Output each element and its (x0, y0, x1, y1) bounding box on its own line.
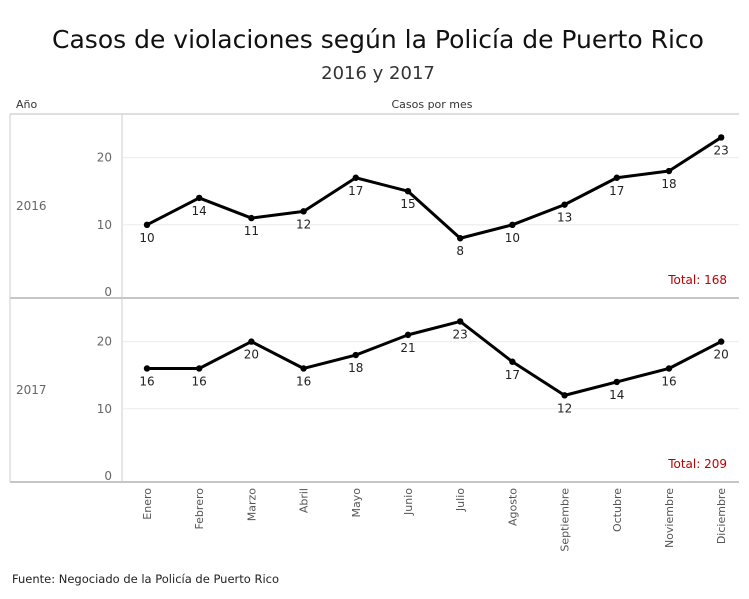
x-tick-label: Enero (141, 488, 154, 520)
data-label: 17 (348, 184, 363, 198)
data-label: 12 (296, 217, 311, 231)
data-point (718, 134, 725, 141)
total-label-2016: Total: 168 (667, 273, 727, 287)
series-line-2017 (147, 319, 722, 397)
x-tick-label: Julio (454, 488, 467, 512)
y-tick-label: 20 (97, 335, 112, 349)
data-point (352, 351, 359, 359)
y-tick-label: 0 (104, 285, 112, 299)
data-label: 16 (661, 374, 676, 388)
data-point (665, 365, 673, 372)
data-label: 13 (557, 211, 572, 225)
data-label: 14 (609, 388, 624, 402)
x-tick-label: Diciembre (715, 488, 728, 544)
data-label: 17 (505, 368, 520, 382)
data-label: 21 (400, 341, 415, 355)
panel-label-2016: 2016 (16, 199, 47, 213)
x-tick-label: Abril (298, 488, 311, 513)
source-note: Fuente: Negociado de la Policía de Puert… (12, 572, 279, 586)
x-tick-label: Septiembre (559, 488, 572, 552)
data-point (300, 365, 307, 372)
data-point (248, 338, 255, 345)
x-tick-label: Junio (402, 488, 415, 516)
y-tick-label: 20 (97, 151, 112, 165)
column-header-label: Casos por mes (391, 98, 472, 111)
data-point (196, 194, 203, 202)
data-label: 17 (609, 184, 624, 198)
data-point (561, 201, 568, 208)
data-point (143, 221, 151, 228)
row-header-label: Año (16, 98, 37, 111)
data-label: 14 (192, 204, 207, 218)
data-point (196, 365, 203, 372)
x-tick-label: Octubre (611, 488, 624, 532)
data-label: 16 (296, 374, 311, 388)
data-point (248, 214, 255, 222)
data-point (718, 338, 725, 345)
y-tick-label: 0 (104, 469, 112, 483)
data-label: 16 (192, 374, 207, 388)
chart-title: Casos de violaciones según la Policía de… (52, 25, 704, 54)
data-point (613, 378, 620, 386)
data-point (613, 174, 620, 181)
data-label: 23 (714, 143, 729, 157)
data-label: 11 (244, 224, 259, 238)
data-label: 10 (505, 231, 520, 245)
series-line-2016 (146, 136, 723, 240)
data-label: 8 (456, 244, 464, 258)
x-tick-label: Febrero (193, 488, 206, 530)
panel-label-2017: 2017 (16, 383, 47, 397)
y-tick-label: 10 (97, 402, 112, 416)
data-point (457, 318, 464, 325)
y-tick-label: 10 (97, 218, 112, 232)
data-label: 15 (400, 197, 415, 211)
data-point (404, 331, 412, 339)
x-tick-label: Agosto (506, 488, 519, 526)
data-point (300, 208, 307, 215)
x-tick-label: Noviembre (663, 488, 676, 548)
data-label: 12 (557, 401, 572, 415)
data-point (457, 235, 464, 242)
data-point (352, 174, 359, 181)
data-point (404, 188, 412, 195)
data-point (509, 221, 516, 228)
data-label: 16 (139, 374, 154, 388)
data-point (561, 392, 568, 399)
data-point (143, 365, 151, 372)
data-label: 20 (714, 348, 729, 362)
data-label: 23 (453, 327, 468, 341)
x-tick-label: Marzo (245, 488, 258, 522)
data-label: 18 (348, 361, 363, 375)
data-label: 10 (139, 231, 154, 245)
data-label: 20 (244, 348, 259, 362)
x-tick-label: Mayo (350, 488, 363, 518)
total-label-2017: Total: 209 (667, 457, 727, 471)
chart-subtitle: 2016 y 2017 (321, 63, 435, 84)
data-label: 18 (661, 177, 676, 191)
data-point (509, 358, 516, 365)
data-point (665, 167, 673, 175)
